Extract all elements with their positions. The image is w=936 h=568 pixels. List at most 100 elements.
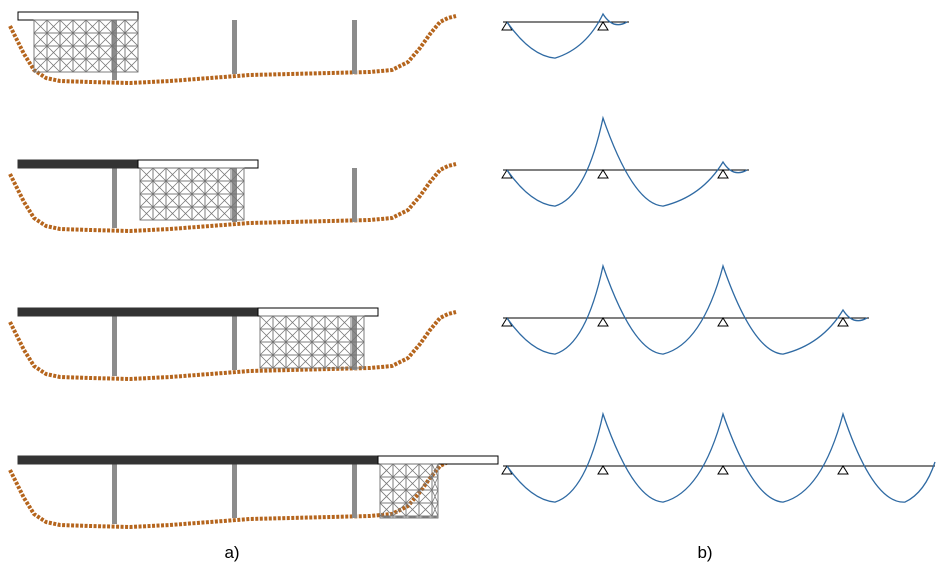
scaffold-brace <box>431 489 439 504</box>
scaffold-brace <box>204 167 219 182</box>
scaffold-brace <box>152 167 167 182</box>
ground-profile <box>8 310 457 381</box>
scaffold-brace <box>379 489 394 504</box>
moment-diagram-2 <box>501 115 749 207</box>
support-icon <box>597 317 609 327</box>
scaffold-brace <box>285 354 300 369</box>
scaffold-brace <box>191 206 206 221</box>
scaffold-brace <box>337 354 352 369</box>
scaffold-brace <box>405 515 420 519</box>
pier <box>232 464 237 518</box>
deck-cast-span <box>17 455 139 465</box>
scaffold-brace <box>111 58 126 73</box>
scaffold-frame <box>379 463 439 519</box>
pier <box>112 20 117 80</box>
moment-diagram-3 <box>501 263 869 355</box>
scaffold-cell <box>431 515 439 519</box>
deck-formwork-span <box>257 307 379 317</box>
scaffold-brace <box>191 193 206 208</box>
scaffold-brace <box>165 193 180 208</box>
scaffold-brace <box>350 315 365 330</box>
scaffold-brace <box>230 206 245 221</box>
ground-profile <box>8 162 457 233</box>
scaffold-brace <box>418 463 433 478</box>
deck-cast-span <box>257 455 379 465</box>
scaffold-brace <box>392 502 407 517</box>
scaffold-brace <box>204 180 219 195</box>
scaffold-brace <box>337 315 352 330</box>
scaffold-brace <box>204 206 219 221</box>
scaffold-brace <box>259 341 274 356</box>
support-icon <box>717 317 729 327</box>
scaffold-brace <box>191 180 206 195</box>
scaffold-brace <box>350 328 365 343</box>
scaffold-brace <box>285 315 300 330</box>
scaffold-brace <box>33 32 48 47</box>
scaffold-brace <box>324 315 339 330</box>
scaffold-brace <box>124 32 139 47</box>
scaffold-brace <box>85 32 100 47</box>
scaffold-brace <box>72 45 87 60</box>
scaffold-brace <box>98 58 113 73</box>
scaffold-brace <box>85 19 100 34</box>
scaffold-brace <box>392 489 407 504</box>
scaffold-brace <box>98 19 113 34</box>
caption-b: b) <box>697 543 712 562</box>
moment-curve <box>506 12 628 59</box>
scaffold-brace <box>405 502 420 517</box>
caption-a: a) <box>224 543 239 562</box>
scaffold-brace <box>217 167 232 182</box>
scaffold-brace <box>139 167 154 182</box>
scaffold-brace <box>217 206 232 221</box>
deck-formwork-span <box>17 11 139 21</box>
scaffold-brace <box>418 502 433 517</box>
pier <box>112 464 117 524</box>
scaffold-brace <box>178 206 193 221</box>
construction-stages-panel <box>8 11 499 529</box>
scaffold-brace <box>392 463 407 478</box>
scaffold-brace <box>46 45 61 60</box>
scaffold-brace <box>272 315 287 330</box>
support-icon <box>717 465 729 475</box>
scaffold-brace <box>405 476 420 491</box>
scaffold-brace <box>85 45 100 60</box>
scaffold-brace <box>298 341 313 356</box>
scaffold-brace <box>46 32 61 47</box>
scaffold-brace <box>431 463 439 478</box>
moment-diagram-1 <box>501 12 629 59</box>
scaffold-brace <box>59 58 74 73</box>
moment-diagram-4 <box>501 411 936 503</box>
scaffold-brace <box>379 476 394 491</box>
scaffold-brace <box>178 193 193 208</box>
scaffold-brace <box>230 180 245 195</box>
scaffold-brace <box>165 180 180 195</box>
stage-2 <box>8 159 457 233</box>
deck-cast-span <box>137 455 259 465</box>
scaffold-brace <box>111 32 126 47</box>
stage-1 <box>8 11 457 85</box>
scaffold-brace <box>33 19 48 34</box>
scaffold-brace <box>350 341 365 356</box>
scaffold-brace <box>204 193 219 208</box>
pier <box>112 168 117 228</box>
scaffold-brace <box>165 167 180 182</box>
moment-curve <box>506 411 936 503</box>
scaffold-brace <box>418 489 433 504</box>
scaffold-brace <box>431 515 439 519</box>
scaffold-brace <box>311 315 326 330</box>
scaffold-brace <box>431 502 439 517</box>
scaffold-brace <box>111 45 126 60</box>
support-icon <box>717 169 729 179</box>
scaffold-brace <box>405 489 420 504</box>
pier <box>352 464 357 518</box>
pier <box>352 168 357 222</box>
scaffold-cell <box>230 206 245 221</box>
scaffold-brace <box>311 354 326 369</box>
support-icon <box>837 465 849 475</box>
scaffold-brace <box>298 315 313 330</box>
scaffold-brace <box>152 206 167 221</box>
deck-formwork-span <box>137 159 259 169</box>
scaffold-brace <box>324 341 339 356</box>
scaffold-brace <box>259 354 274 369</box>
